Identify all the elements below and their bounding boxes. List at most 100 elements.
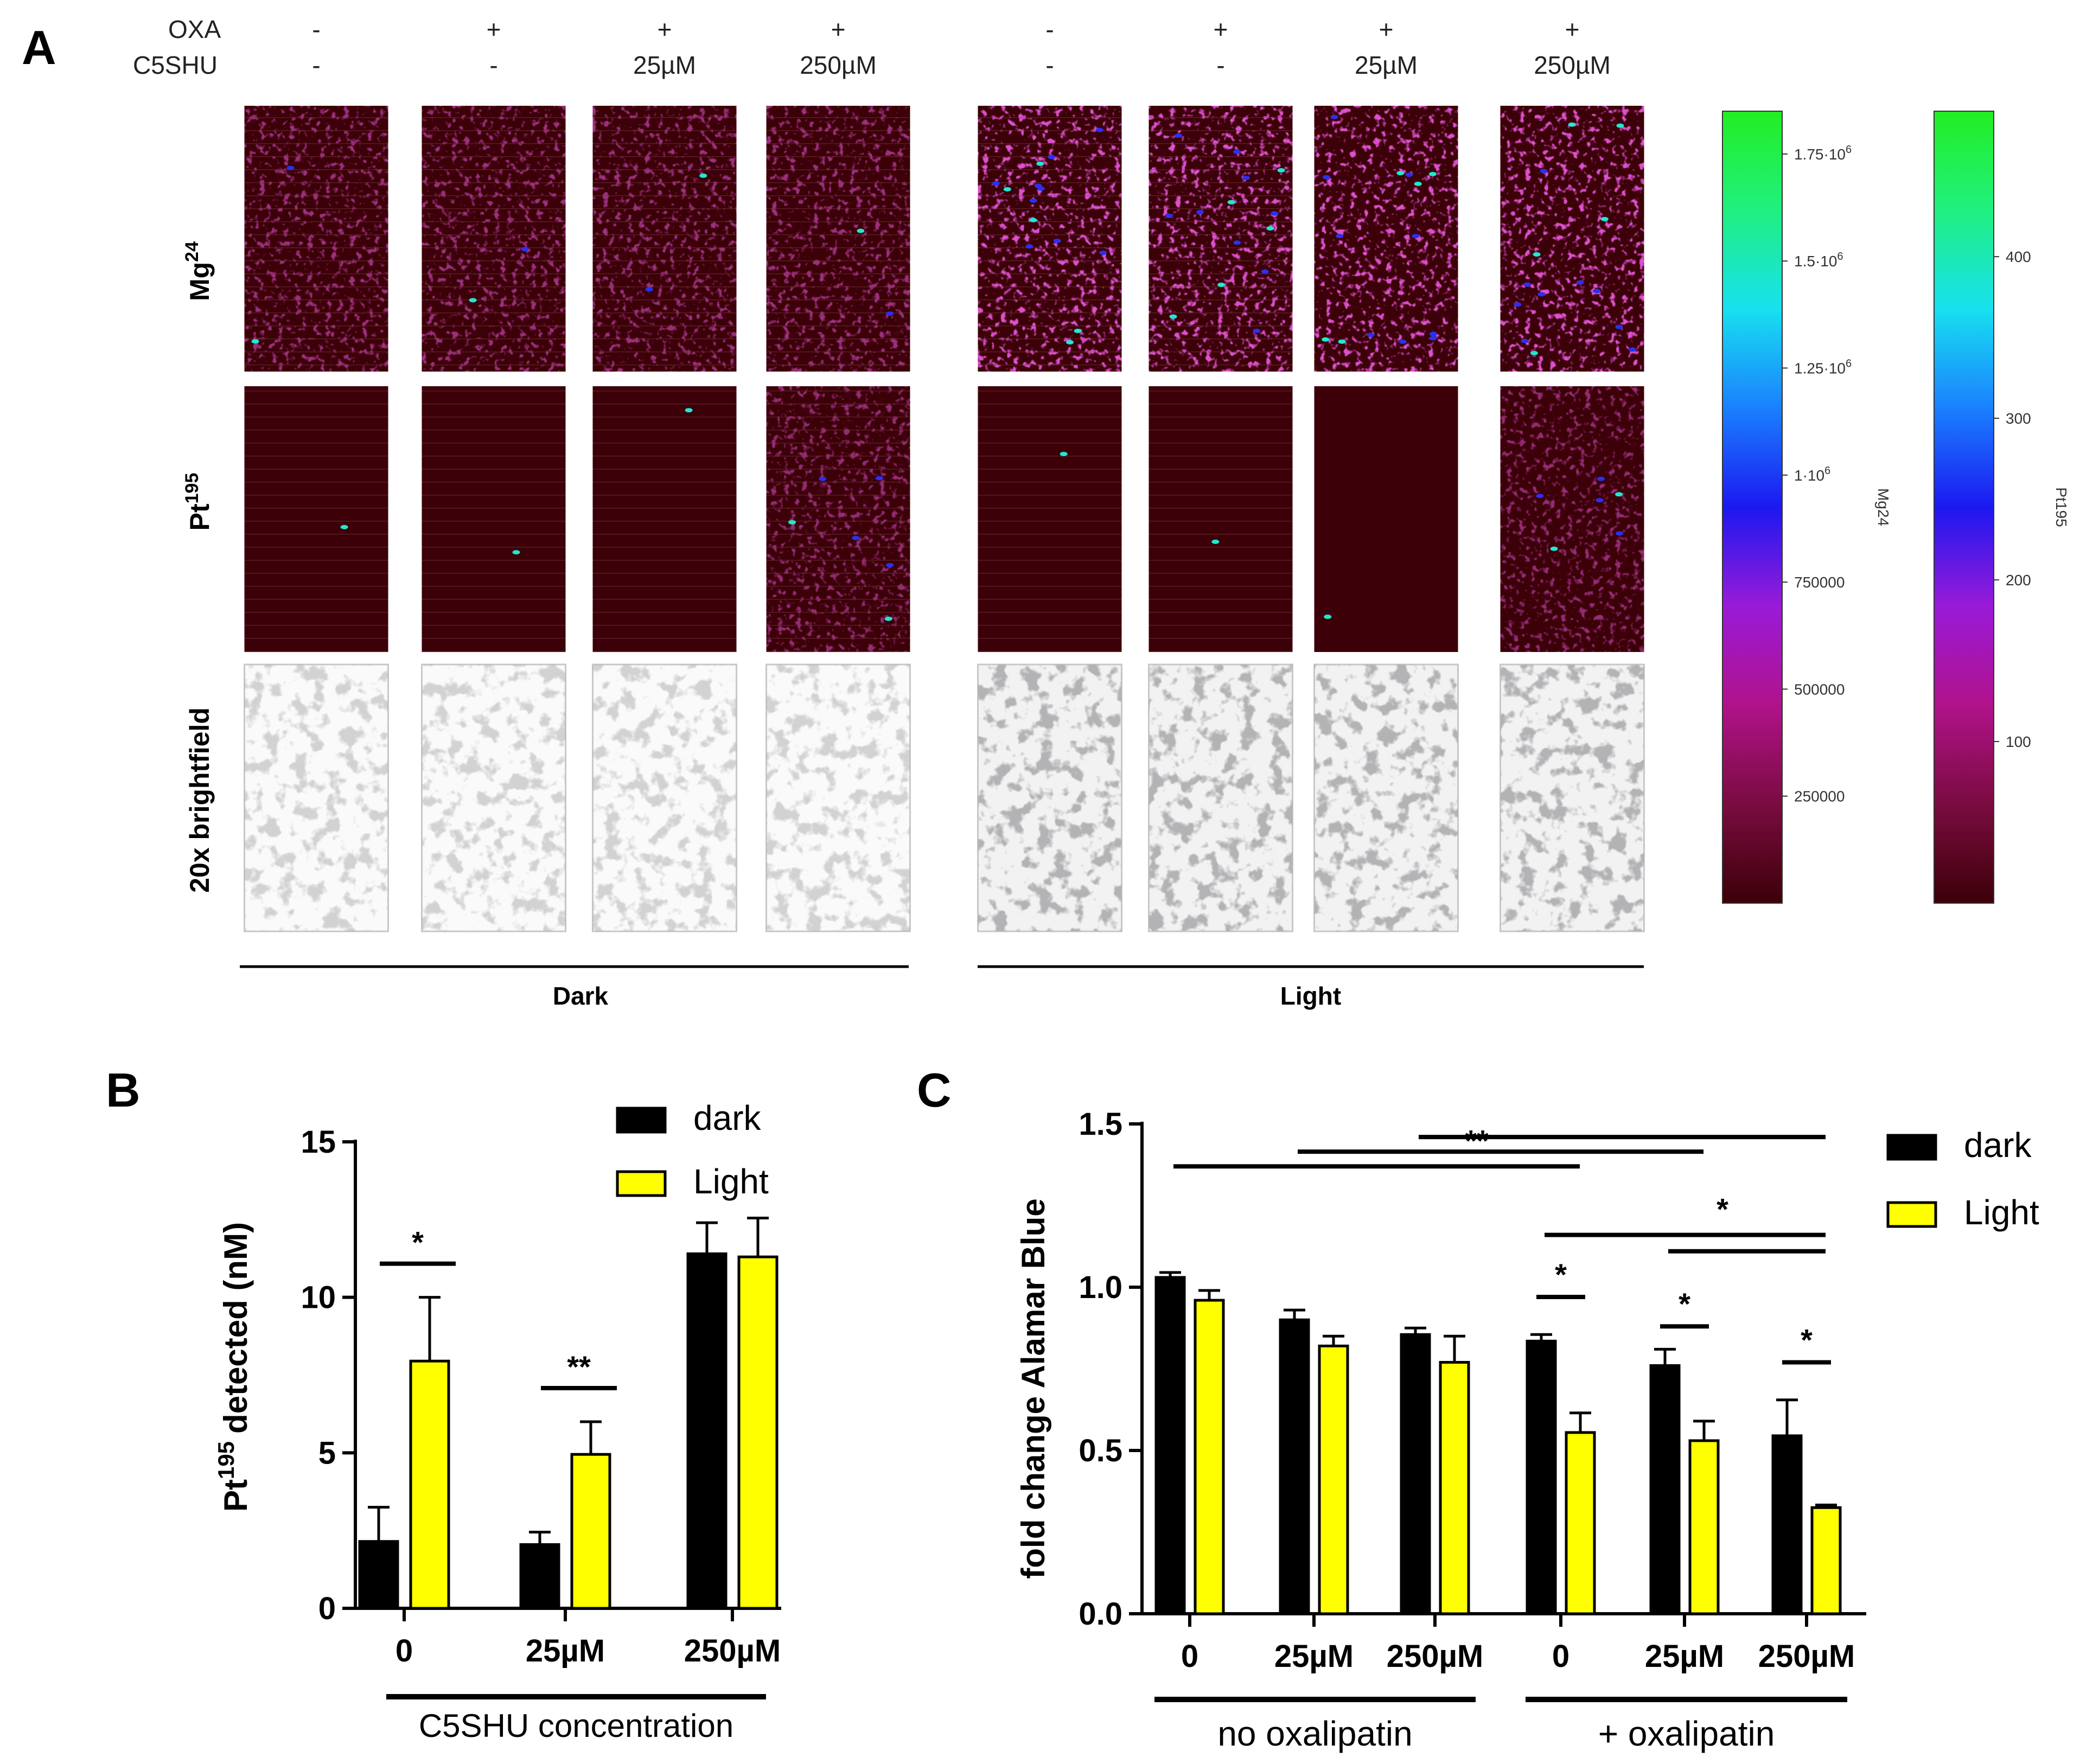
hotspot — [1399, 339, 1407, 344]
hotspot — [1253, 328, 1261, 333]
colorbar-tick-label: 750000 — [1794, 574, 1845, 591]
panel-b-group-label: C5SHU concentration — [419, 1708, 733, 1744]
significance-label: * — [412, 1225, 424, 1260]
bar-light-5 — [1688, 1439, 1720, 1615]
panel-c-letter: C — [917, 1063, 952, 1117]
panel-c-chart: 0.0 0.5 1.0 1.5 0 25µM 250µM 0 25µM 250µM dark Ligh… — [1079, 1107, 2039, 1753]
x-tick-label: 0 — [1552, 1639, 1569, 1674]
colorbar-tick-exponent: 6 — [1846, 144, 1852, 156]
hotspot — [1242, 176, 1250, 181]
hotspot — [1568, 122, 1576, 127]
hotspot — [1036, 161, 1044, 166]
oxa-value-col-2: + — [487, 15, 501, 43]
bar-light-1 — [1194, 1299, 1225, 1615]
image-pt-col-3 — [592, 386, 737, 652]
c5shu-value-col-5: - — [1045, 51, 1054, 79]
hotspot — [469, 298, 477, 303]
hotspot — [1514, 302, 1522, 307]
bar-dark-6 — [1771, 1434, 1803, 1615]
hotspot — [1096, 127, 1104, 132]
legend-label-dark: dark — [693, 1098, 762, 1137]
hotspot — [1196, 210, 1204, 215]
colorbar-mg24: 1.75·106 1.5·106 1.25·106 1·106 750000 500000… — [1722, 111, 1892, 904]
c5shu-value-col-8: 250µM — [1534, 51, 1611, 79]
bar-dark-3 — [686, 1252, 728, 1610]
hotspot — [1540, 169, 1548, 174]
hotspot — [1396, 171, 1405, 176]
significance-label: ** — [567, 1350, 591, 1384]
row-label-pt195: Pt195 — [182, 473, 215, 531]
hotspot — [1233, 149, 1241, 154]
hotspot — [521, 247, 529, 252]
hotspot — [1405, 172, 1413, 177]
colorbar-tick-label: 1·106 — [1794, 465, 1830, 484]
oxa-value-col-7: + — [1379, 15, 1394, 43]
hotspot — [1414, 181, 1422, 186]
panel-b-y-label-sup: 195 — [213, 1441, 239, 1479]
panel-a: A OXA C5SHU - - + - +25µM +250µM - - + - +25µM +250… — [22, 15, 2070, 1010]
significance-label: * — [1801, 1322, 1813, 1357]
hotspot — [1537, 292, 1546, 297]
brightfield-cells — [1500, 664, 1644, 931]
hotspot — [1576, 280, 1584, 285]
colorbar-tick-label: 500000 — [1794, 681, 1845, 698]
image-pt-col-8 — [1500, 386, 1644, 652]
hotspot — [1266, 226, 1274, 231]
brightfield-cells — [592, 664, 737, 931]
image-pt-col-6 — [1149, 386, 1293, 652]
hotspot — [1336, 234, 1344, 239]
legend-swatch-dark — [1886, 1134, 1937, 1161]
hotspot — [1593, 289, 1601, 293]
legend-swatch-dark — [616, 1107, 667, 1134]
hotspot — [1412, 234, 1420, 239]
y-tick-label: 0 — [318, 1591, 336, 1626]
scan-lines — [1149, 386, 1293, 652]
hotspot — [884, 616, 892, 621]
row-label-mg24-sup: 24 — [182, 241, 202, 262]
bar-light-3 — [737, 1255, 779, 1610]
colorbar-tick-label: 400 — [2006, 248, 2031, 265]
x-tick-label: 250µM — [1758, 1639, 1855, 1674]
scan-lines — [422, 106, 566, 372]
legend-label-dark: dark — [1964, 1126, 2032, 1165]
colorbar-pt195: 400 300 200 100 Pt195 — [1934, 111, 2070, 904]
hotspot — [1165, 214, 1173, 219]
image-bf-col-1 — [244, 663, 389, 932]
hotspot — [1233, 240, 1241, 245]
y-tick-label: 5 — [318, 1435, 336, 1471]
row-label-brightfield: 20x brightfield — [184, 707, 215, 893]
c5shu-value-col-1: - — [312, 51, 320, 79]
image-bf-col-5 — [977, 663, 1122, 932]
hotspot — [1338, 339, 1346, 344]
hotspot — [340, 525, 348, 529]
bar-light-2 — [1318, 1344, 1349, 1615]
hotspot — [1324, 615, 1332, 619]
hotspot — [1533, 252, 1541, 257]
image-mg-col-1 — [244, 106, 388, 372]
colorbar-tick-exponent: 6 — [1837, 251, 1843, 263]
hotspot — [1060, 451, 1068, 456]
scan-lines — [422, 386, 566, 652]
y-tick-label: 0.5 — [1079, 1433, 1122, 1468]
image-pt-col-5 — [978, 386, 1122, 652]
legend-swatch-light — [616, 1170, 667, 1197]
significance-label: * — [1717, 1192, 1728, 1226]
group-label-2: + oxalipatin — [1598, 1714, 1775, 1753]
colorbar-label: Pt195 — [2053, 487, 2070, 527]
map-speckle — [1500, 386, 1644, 652]
bar-dark-5 — [1649, 1364, 1681, 1615]
bar-dark-1 — [1154, 1276, 1186, 1615]
bar-dark-2 — [1279, 1318, 1310, 1615]
scan-lines — [244, 106, 388, 372]
hotspot — [1065, 340, 1074, 344]
image-bf-col-6 — [1148, 663, 1293, 932]
hotspot — [1596, 498, 1604, 503]
image-mg-col-2 — [422, 106, 566, 372]
map-speckle — [1314, 106, 1458, 372]
oxa-value-col-6: + — [1214, 15, 1228, 43]
colorbar-tick-label: 1.75·106 — [1794, 144, 1852, 163]
row-label-pt195-base: Pt — [184, 503, 215, 531]
hotspot — [1099, 250, 1107, 255]
oxa-value-col-8: + — [1565, 15, 1580, 43]
brightfield-cells — [1314, 664, 1458, 931]
